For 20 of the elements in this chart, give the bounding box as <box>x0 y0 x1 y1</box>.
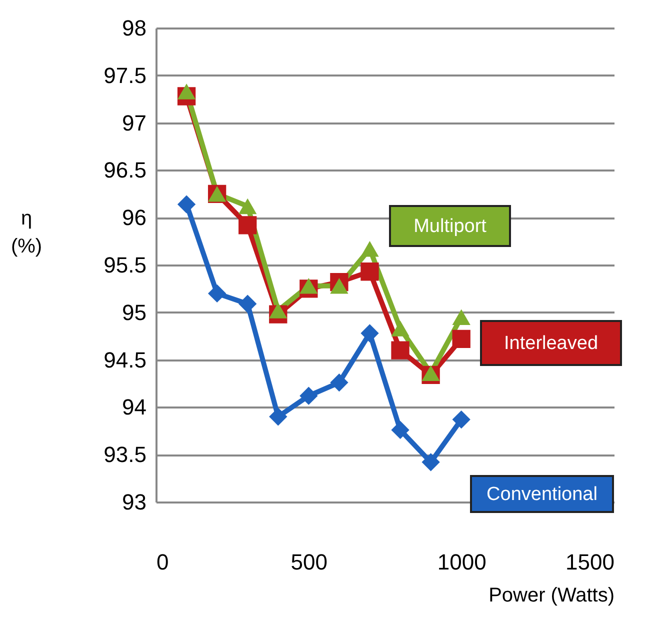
series-label: Interleaved <box>504 333 598 354</box>
x-tick-label: 0 <box>156 550 169 574</box>
y-tick-label: 94.5 <box>104 347 146 372</box>
y-tick-label: 95.5 <box>104 252 146 278</box>
y-tick-label: 98 <box>122 16 146 40</box>
x-tick-label: 1500 <box>566 550 614 574</box>
y-tick-label: 97 <box>122 110 146 136</box>
y-tick-label: 95 <box>122 300 146 325</box>
text: Conventional <box>486 484 598 505</box>
y-axis-title: η (%) <box>10 208 42 258</box>
y-tick-label: 96 <box>122 205 146 230</box>
x-axis-title: Power (Watts) <box>488 584 614 606</box>
y-tick-label: 96.5 <box>104 158 146 183</box>
y-tick-label: 97.5 <box>104 62 146 88</box>
x-tick-label: 1000 <box>437 550 486 574</box>
x-tick-label: 500 <box>290 550 328 574</box>
y-tick-label: 93.5 <box>104 442 146 468</box>
y-tick-label: 94 <box>122 394 146 420</box>
text: Multiport <box>414 216 488 237</box>
y-tick-label: 93 <box>122 490 146 514</box>
